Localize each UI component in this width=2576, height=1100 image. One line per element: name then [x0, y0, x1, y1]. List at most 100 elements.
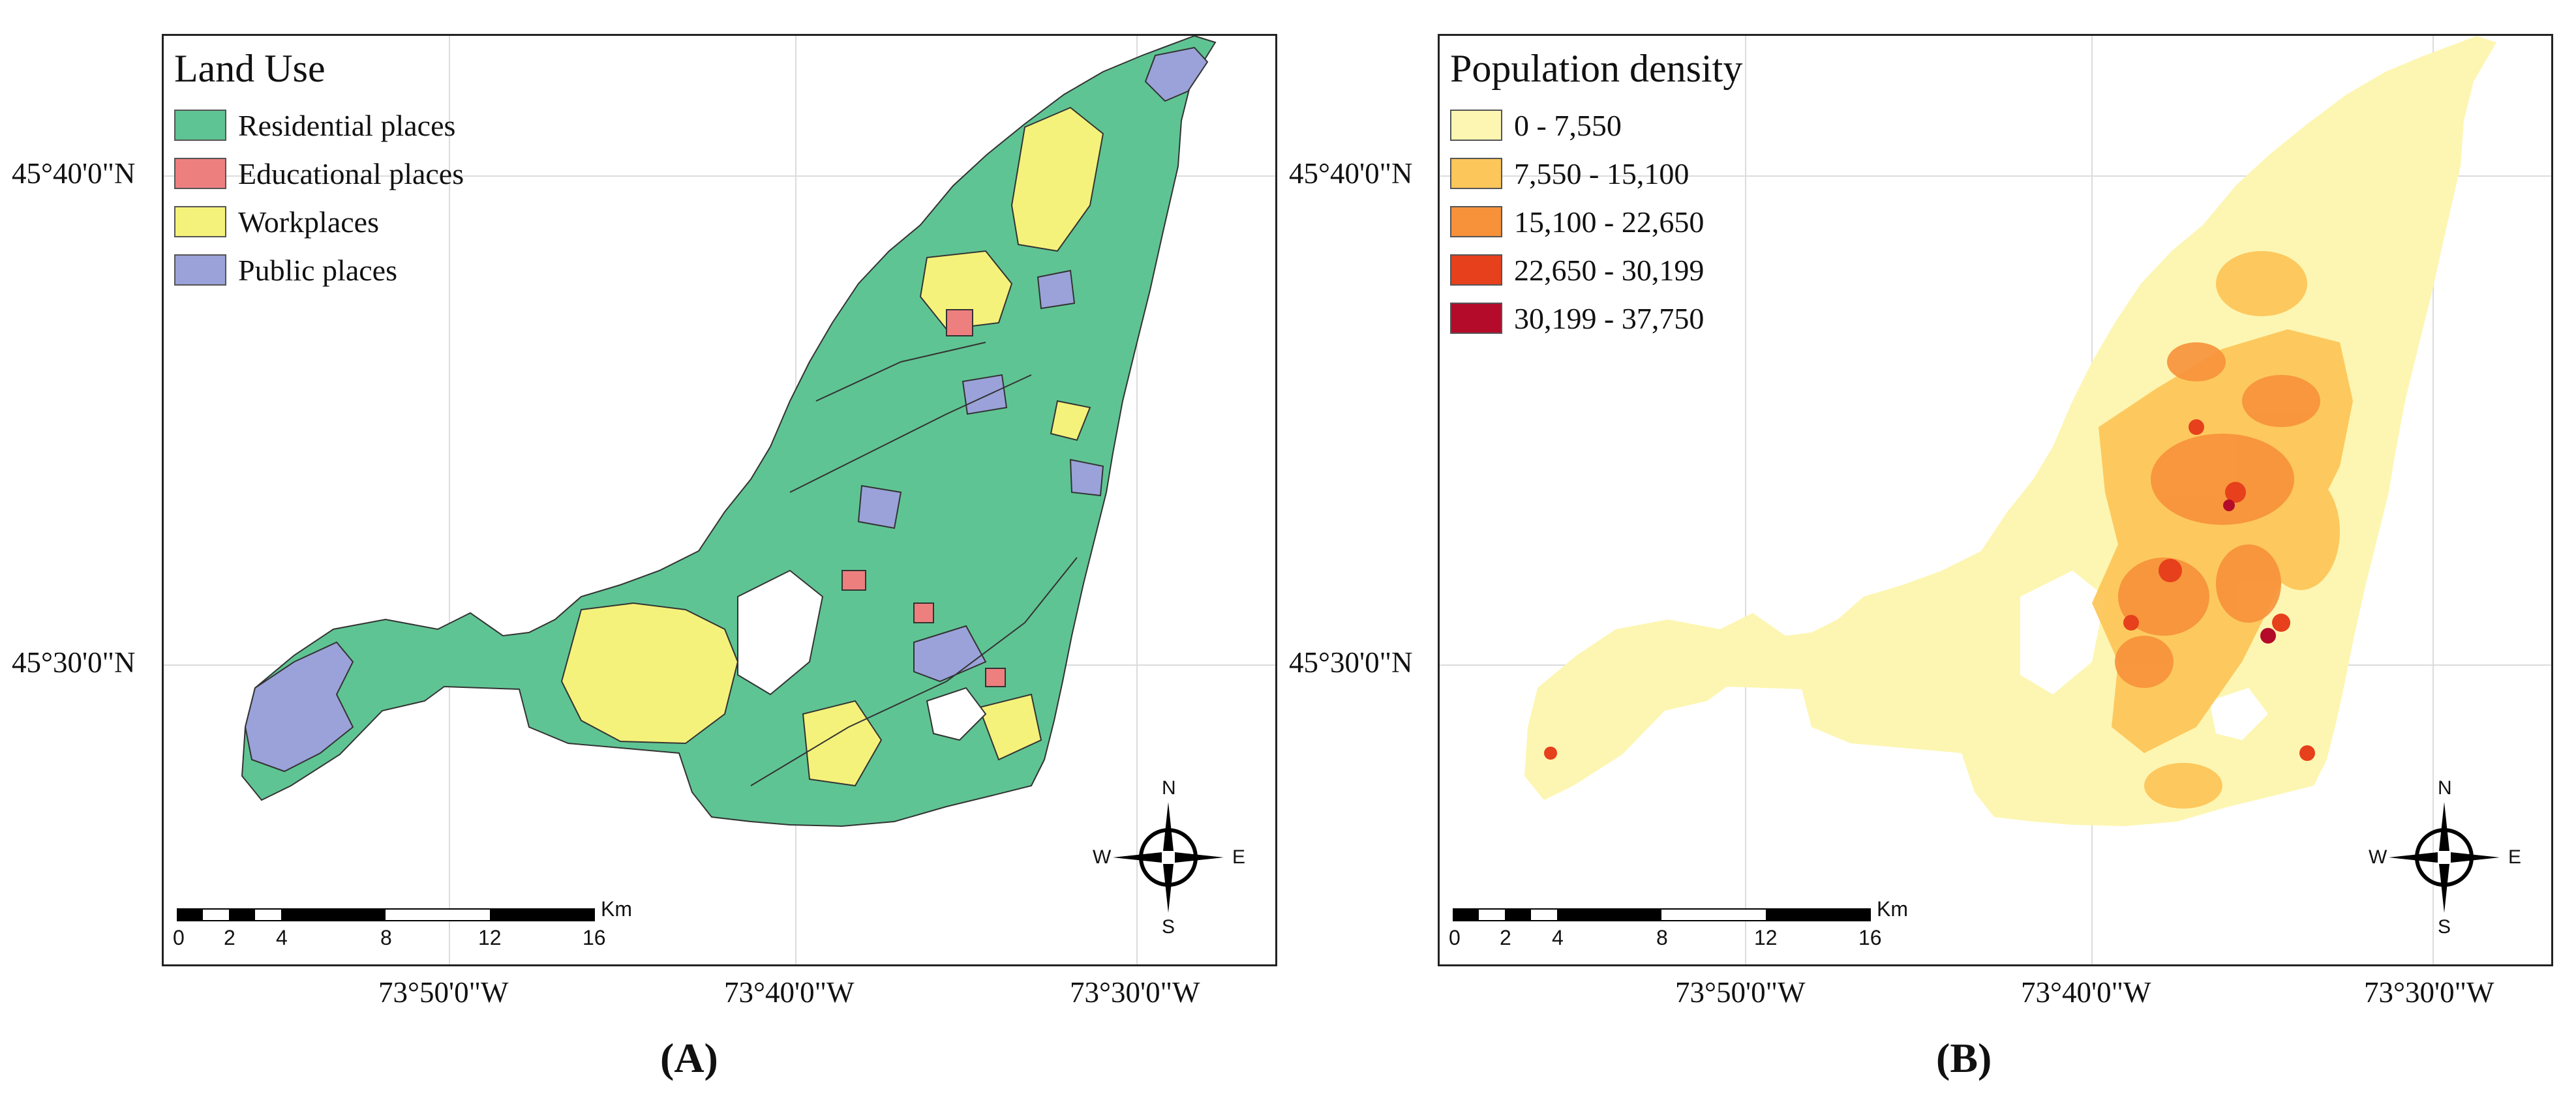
- legend-label: Residential places: [238, 108, 456, 142]
- workplace-industrial-north: [1010, 106, 1104, 252]
- public-place-mid: [857, 484, 902, 529]
- legend-label: Public places: [238, 253, 397, 287]
- legend-item-density-5: 30,199 - 37,750: [1450, 294, 1742, 342]
- legend-swatch: [174, 206, 226, 237]
- compass-e: E: [1232, 846, 1246, 868]
- scale-unit: Km: [1877, 897, 1908, 921]
- lon-label-west: 73°50'0"W: [378, 976, 509, 1009]
- north-arrow-compass: N S W E: [2369, 777, 2521, 938]
- north-arrow-compass: N S W E: [1093, 777, 1245, 938]
- legend-swatch: [174, 254, 226, 286]
- legend-swatch: [1450, 206, 1502, 237]
- public-place-north: [1037, 269, 1076, 310]
- scale-unit: Km: [601, 897, 632, 921]
- land-use-map-panel: Land Use Residential places Educational …: [162, 34, 1277, 966]
- compass-s: S: [2438, 916, 2451, 938]
- caption-panel-a: (A): [660, 1035, 718, 1081]
- scale-tick: 16: [583, 926, 606, 949]
- island-residential-area: [241, 36, 1217, 827]
- legend-swatch: [1450, 303, 1502, 334]
- compass-n: N: [2438, 777, 2452, 799]
- lat-label-south: 45°30'0"N: [1289, 646, 1413, 679]
- lon-label-center: 73°40'0"W: [724, 976, 855, 1009]
- legend-title: Land Use: [174, 47, 326, 90]
- scale-tick: 8: [1656, 926, 1668, 949]
- population-density-map-panel: Population density 0 - 7,550 7,550 - 15,…: [1438, 34, 2553, 966]
- scale-tick: 12: [1754, 926, 1778, 949]
- legend-item-public: Public places: [174, 246, 464, 294]
- legend-item-density-2: 7,550 - 15,100: [1450, 149, 1742, 198]
- scale-bar-graphic: [177, 908, 595, 921]
- compass-w: W: [2369, 846, 2387, 868]
- legend-item-density-4: 22,650 - 30,199: [1450, 246, 1742, 294]
- density-class-high: [2115, 342, 2320, 688]
- legend-label: 15,100 - 22,650: [1514, 205, 1705, 239]
- legend-item-workplaces: Workplaces: [174, 198, 464, 246]
- lon-label-east: 73°30'0"W: [1070, 976, 1200, 1009]
- density-void: [2020, 571, 2105, 694]
- scale-tick: 0: [1449, 926, 1461, 949]
- scale-tick: 4: [276, 926, 288, 949]
- density-void-2: [2209, 688, 2268, 740]
- scale-tick: 0: [173, 926, 185, 949]
- legend-title: Population density: [1450, 47, 1743, 90]
- scale-tick: 16: [1858, 926, 1882, 949]
- scale-tick: 2: [1500, 926, 1511, 949]
- compass-rose: [1113, 802, 1224, 913]
- scale-bar: Km 0 2 4 8 12 16: [1449, 897, 1908, 959]
- legend-label: Educational places: [238, 156, 464, 190]
- legend-swatch: [1450, 254, 1502, 286]
- compass-e: E: [2508, 846, 2522, 868]
- lat-label-north: 45°40'0"N: [1289, 157, 1413, 190]
- legend-item-density-3: 15,100 - 22,650: [1450, 198, 1742, 246]
- legend-label: Workplaces: [238, 205, 379, 239]
- legend-swatch: [174, 158, 226, 189]
- legend-label: 22,650 - 30,199: [1514, 253, 1705, 287]
- compass-rose: [2389, 802, 2500, 913]
- legend-swatch: [174, 110, 226, 141]
- public-place-south: [913, 625, 987, 683]
- unzoned-area-2: [926, 687, 987, 741]
- lat-label-south: 45°30'0"N: [12, 646, 136, 679]
- lon-label-center: 73°40'0"W: [2021, 976, 2151, 1009]
- compass-s: S: [1162, 916, 1175, 938]
- legend-item-density-1: 0 - 7,550: [1450, 101, 1742, 149]
- public-place-center: [962, 374, 1008, 415]
- workplace-southeast: [978, 693, 1042, 761]
- lon-label-east: 73°30'0"W: [2364, 976, 2494, 1009]
- legend-label: 0 - 7,550: [1514, 108, 1622, 142]
- legend-swatch: [1450, 158, 1502, 189]
- workplace-airport: [560, 602, 739, 745]
- unzoned-area: [737, 569, 824, 696]
- compass-w: W: [1093, 846, 1112, 868]
- educational-place-1: [946, 309, 973, 336]
- scale-tick: 8: [380, 926, 392, 949]
- land-use-legend: Land Use Residential places Educational …: [174, 49, 464, 294]
- legend-label: 30,199 - 37,750: [1514, 301, 1705, 335]
- lat-label-north: 45°40'0"N: [12, 157, 136, 190]
- workplace-central: [919, 250, 1013, 331]
- public-place-west-island: [244, 641, 354, 773]
- educational-place-2: [841, 570, 866, 591]
- public-place-east: [1069, 458, 1104, 497]
- public-place-northeast: [1144, 46, 1209, 102]
- caption-panel-b: (B): [1936, 1035, 1992, 1081]
- legend-item-residential: Residential places: [174, 101, 464, 149]
- scale-tick: 4: [1552, 926, 1564, 949]
- street-network: [750, 342, 1078, 786]
- workplace-east-strip: [1050, 400, 1091, 441]
- density-class-highest: [2223, 499, 2276, 644]
- land-use-map: [164, 36, 1275, 964]
- educational-place-3: [913, 602, 934, 623]
- scale-tick: 2: [224, 926, 235, 949]
- educational-place-4: [985, 668, 1006, 687]
- density-class-very-high: [1544, 419, 2315, 761]
- legend-label: 7,550 - 15,100: [1514, 156, 1690, 190]
- compass-n: N: [1162, 777, 1176, 799]
- lon-label-west: 73°50'0"W: [1675, 976, 1806, 1009]
- workplace-south: [802, 700, 883, 787]
- population-density-map: [1440, 36, 2551, 964]
- population-density-legend: Population density 0 - 7,550 7,550 - 15,…: [1450, 49, 1742, 342]
- legend-item-educational: Educational places: [174, 149, 464, 198]
- scale-tick: 12: [478, 926, 502, 949]
